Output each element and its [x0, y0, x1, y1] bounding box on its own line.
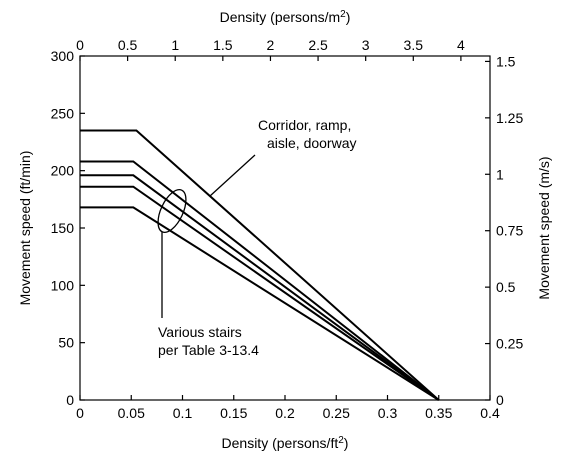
corridor-leader-line	[209, 154, 256, 197]
x-axis-label-bottom: Density (persons/ft2)	[222, 435, 349, 451]
x-tick-label-top: 3.5	[404, 37, 424, 53]
y-tick-label-right: 1.5	[496, 53, 516, 69]
x-tick-label-bottom: 0.05	[118, 405, 145, 421]
y-tick-label-right: 0.25	[496, 336, 523, 352]
x-axis-label-bottom-sup: 2	[338, 435, 344, 446]
x-tick-label-bottom: 0	[76, 405, 84, 421]
y-tick-label-right: 0.5	[496, 279, 516, 295]
x-tick-label-bottom: 0.2	[275, 405, 295, 421]
x-tick-label-bottom: 0.3	[378, 405, 398, 421]
x-tick-label-top: 2.5	[308, 37, 328, 53]
series-lines	[80, 129, 440, 401]
x-tick-label-bottom: 0.1	[173, 405, 193, 421]
x-tick-label-top: 2	[267, 37, 275, 53]
series-line-5	[80, 206, 440, 401]
x-tick-label-bottom: 0.35	[425, 405, 452, 421]
series-line-2	[80, 160, 440, 401]
y-tick-label-left: 300	[51, 48, 75, 64]
y-tick-label-right: 1.25	[496, 110, 523, 126]
y-tick-label-right: 0.75	[496, 223, 523, 239]
x-tick-label-top: 0.5	[118, 37, 138, 53]
y-tick-label-right: 0	[496, 392, 504, 408]
x-tick-label-top: 1.5	[213, 37, 233, 53]
stairs-ellipse	[157, 188, 187, 234]
y-tick-label-left: 250	[51, 105, 75, 121]
right-axis: 0 0.25 0.5 0.75 1 1.25 1.5	[485, 53, 523, 408]
x-tick-label-top: 4	[457, 37, 465, 53]
plot-frame	[79, 55, 491, 401]
x-tick-label-top: 0	[76, 37, 84, 53]
y-tick-label-left: 50	[58, 335, 74, 351]
left-axis: 0 50 100 150 200 250 300	[51, 48, 85, 408]
x-tick-label-bottom: 0.4	[480, 405, 500, 421]
y-axis-label-right: Movement speed (m/s)	[536, 156, 552, 299]
x-tick-label-bottom: 0.15	[220, 405, 247, 421]
annotation-corridor-line1: Corridor, ramp,	[258, 117, 351, 133]
bottom-axis: 0 0.05 0.1 0.15 0.2 0.25 0.3 0.35 0.4	[76, 395, 500, 421]
x-tick-label-top: 3	[362, 37, 370, 53]
y-tick-label-left: 150	[51, 220, 75, 236]
annotation-corridor-line2: aisle, doorway	[267, 135, 357, 151]
series-line-1	[80, 129, 440, 401]
annotation-stairs-line1: Various stairs	[158, 324, 242, 340]
y-tick-label-right: 1	[496, 166, 504, 182]
series-line-4	[80, 185, 440, 401]
x-axis-label-top: Density (persons/m2)	[220, 9, 351, 25]
series-line-3	[80, 174, 440, 401]
y-axis-label-left: Movement speed (ft/min)	[17, 151, 33, 306]
x-tick-label-bottom: 0.25	[323, 405, 350, 421]
y-tick-label-left: 0	[66, 392, 74, 408]
top-axis: 0 0.5 1 1.5 2 2.5 3 3.5 4	[76, 37, 465, 61]
x-axis-label-top-sup: 2	[340, 9, 346, 20]
y-tick-label-left: 200	[51, 163, 75, 179]
x-tick-label-top: 1	[171, 37, 179, 53]
y-tick-label-left: 100	[51, 277, 75, 293]
annotation-stairs-line2: per Table 3-13.4	[158, 342, 259, 358]
